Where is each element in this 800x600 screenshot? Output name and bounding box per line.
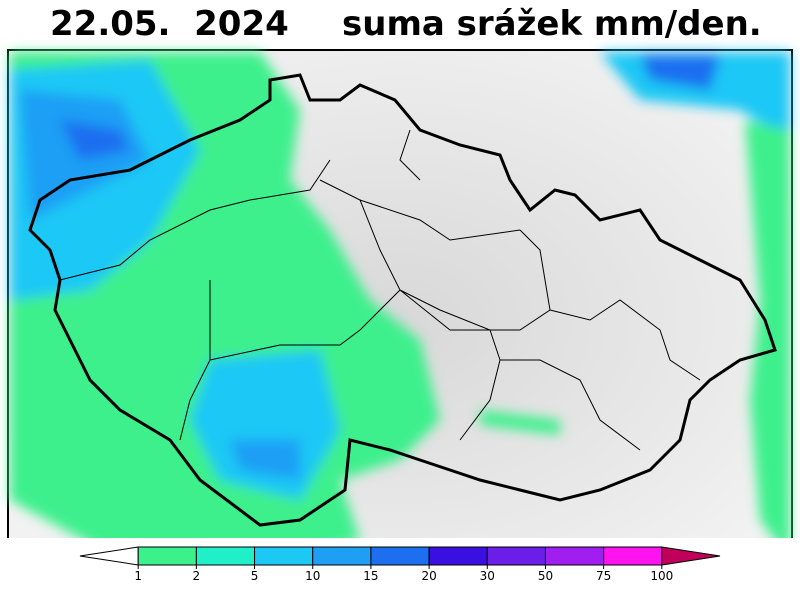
- title: suma srážek mm/den.: [342, 4, 762, 44]
- legend-label: 2: [193, 569, 201, 583]
- legend-swatch: [603, 546, 663, 566]
- legend-swatch: [428, 546, 488, 566]
- legend-label: 10: [305, 569, 320, 583]
- legend: 1 2 5 10 15 20 30 50 75 100: [79, 546, 721, 583]
- legend-label: 5: [251, 569, 259, 583]
- legend-label: 15: [363, 569, 378, 583]
- legend-label: 50: [538, 569, 553, 583]
- legend-swatch: [254, 546, 314, 566]
- legend-swatch: [486, 546, 546, 566]
- date: 22.05. 2024: [50, 4, 289, 44]
- legend-swatch: [370, 546, 430, 566]
- legend-label: 20: [421, 569, 436, 583]
- legend-label: 100: [650, 569, 673, 583]
- precipitation-field: [10, 52, 790, 560]
- legend-swatch: [137, 546, 197, 566]
- legend-label: 1: [134, 569, 142, 583]
- legend-swatch: [195, 546, 256, 566]
- legend-over: [661, 546, 721, 566]
- legend-label: 75: [596, 569, 611, 583]
- region-borders: [59, 129, 701, 451]
- country-border: [28, 73, 777, 527]
- legend-swatch: [312, 546, 372, 566]
- legend-swatch: [544, 546, 605, 566]
- legend-label: 30: [480, 569, 495, 583]
